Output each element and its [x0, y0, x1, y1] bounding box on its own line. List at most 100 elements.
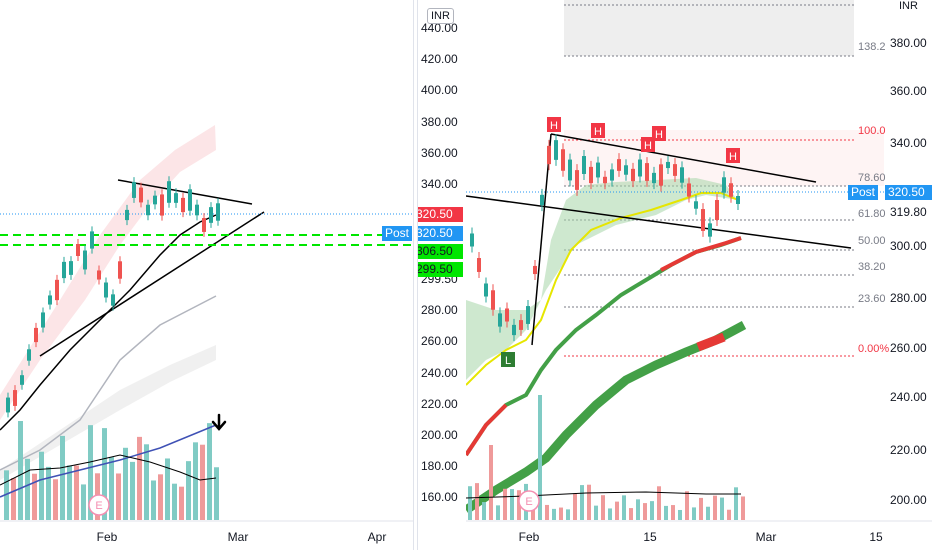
fib-label: 61.80	[858, 208, 886, 220]
left-volume	[4, 421, 219, 520]
left-earnings-label: E	[95, 500, 102, 512]
candle-body	[125, 209, 129, 221]
left-y-tick: 200.00	[421, 428, 458, 442]
candle-body	[181, 197, 185, 213]
candle-body	[27, 349, 31, 361]
left-y-tick: 180.00	[421, 459, 458, 473]
left-price-axis[interactable]: 440.00 420.00 400.00 380.00 360.00 340.0…	[413, 0, 463, 550]
right-y-tick: 260.00	[890, 341, 927, 355]
candle-body	[62, 261, 66, 279]
candle-body	[153, 195, 157, 205]
right-upper-channel	[550, 133, 817, 183]
right-chart-canvas[interactable]: 138.2 100.0 78.60 61.80 50.00 38.20 23.6…	[466, 0, 932, 550]
candle-body	[132, 182, 136, 198]
volume-bar	[706, 506, 710, 520]
candle-body	[104, 282, 108, 298]
candle-body	[202, 218, 206, 232]
volume-bar	[538, 395, 542, 520]
candle-body	[188, 189, 192, 211]
pivot-marker-label: H	[594, 126, 602, 138]
candle-body	[160, 194, 164, 216]
right-currency-label[interactable]: INR	[896, 0, 921, 13]
left-candles	[6, 176, 220, 418]
candle-body	[561, 149, 565, 171]
candle-body	[568, 159, 572, 181]
left-level-tag-3: 299.50	[413, 262, 463, 277]
candle-body	[715, 200, 719, 220]
volume-bar	[664, 505, 668, 520]
volume-bar	[692, 507, 696, 520]
candle-body	[34, 327, 38, 343]
volume-bar	[60, 435, 65, 520]
volume-bar	[53, 479, 58, 520]
volume-bar	[18, 421, 23, 520]
volume-bar	[741, 496, 745, 520]
candle-body	[167, 181, 171, 203]
pivot-marker-label: H	[729, 151, 737, 163]
candle-body	[680, 167, 684, 183]
fib-label: 0.00%	[858, 343, 889, 355]
right-earnings-icon	[518, 490, 540, 512]
candle-body	[174, 193, 178, 203]
volume-bar	[74, 465, 79, 520]
volume-bar	[713, 495, 717, 520]
candle-body	[610, 169, 614, 181]
left-currency-label[interactable]: INR	[427, 8, 454, 24]
volume-bar	[573, 493, 577, 520]
volume-bar	[510, 489, 514, 520]
volume-bar	[636, 499, 640, 520]
right-y-tick: 360.00	[890, 84, 927, 98]
candle-body	[216, 203, 220, 221]
left-y-tick: 420.00	[421, 52, 458, 66]
candle-body	[146, 204, 150, 216]
right-y-tick: 319.80	[890, 205, 927, 219]
left-chart-canvas[interactable]: E Feb Mar Apr 440.00 420.00 400.00 380.0…	[0, 0, 413, 550]
candle-body	[673, 164, 677, 176]
candle-body	[645, 163, 649, 181]
candle-body	[638, 159, 642, 177]
pivot-marker-label: L	[505, 355, 511, 367]
pivot-marker-high	[726, 148, 740, 163]
candle-body	[722, 177, 726, 193]
pane-divider[interactable]	[413, 0, 418, 550]
candle-body	[498, 313, 502, 327]
left-chart-pane[interactable]: E Feb Mar Apr 440.00 420.00 400.00 380.0…	[0, 0, 413, 550]
volume-bar	[650, 501, 654, 520]
volume-bar	[503, 488, 507, 520]
volume-bar	[720, 497, 724, 520]
candle-body	[540, 194, 544, 206]
volume-bar	[193, 442, 198, 520]
fib-label: 50.00	[858, 235, 886, 247]
candle-body	[519, 320, 523, 330]
left-y-tick: 160.00	[421, 490, 458, 504]
right-volume-ma	[466, 491, 741, 499]
right-ma-red-segment	[466, 403, 508, 457]
fib-label: 100.0	[858, 125, 886, 137]
candle-body	[701, 209, 705, 231]
candle-body	[41, 312, 45, 328]
right-yellow-ema	[466, 192, 739, 386]
volume-bar	[727, 509, 731, 520]
candle-body	[666, 161, 670, 169]
candle-body	[729, 183, 733, 197]
left-x-tick-mar: Mar	[228, 530, 249, 544]
volume-bar	[214, 467, 219, 520]
candle-body	[484, 283, 488, 297]
volume-bar	[39, 451, 44, 520]
candle-body	[624, 165, 628, 175]
volume-bar	[207, 423, 212, 520]
right-chart-pane[interactable]: 138.2 100.0 78.60 61.80 50.00 38.20 23.6…	[466, 0, 932, 550]
left-level-tag-2: 306.50	[413, 244, 463, 259]
right-post-tag: Post	[848, 185, 879, 200]
candle-body	[55, 279, 59, 301]
volume-bar	[608, 508, 612, 520]
left-upper-trendline	[117, 179, 253, 205]
pivot-marker-high	[591, 123, 605, 138]
volume-bar	[4, 470, 9, 520]
right-ma-red-segment2	[660, 236, 742, 272]
right-y-tick: 240.00	[890, 390, 927, 404]
volume-bar	[67, 465, 72, 520]
candle-body	[582, 156, 586, 174]
